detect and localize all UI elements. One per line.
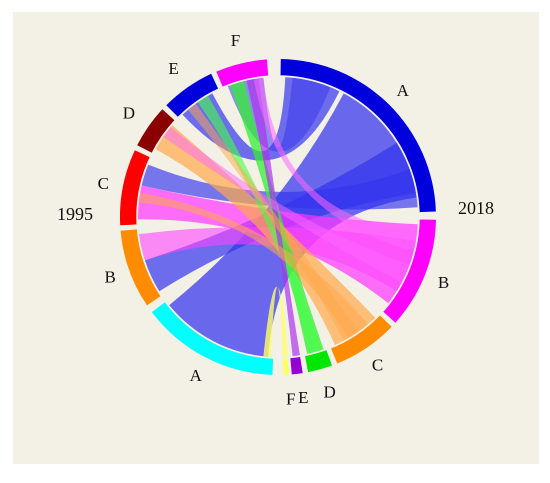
ribbon-1995-c-to-2018-a	[141, 164, 418, 210]
sector-arc-2018-e	[290, 356, 303, 375]
ribbon-1995-d-to-2018-b	[163, 127, 410, 283]
sector-label-2018-d: D	[324, 383, 336, 402]
ribbon-1995-e-to-2018-d	[197, 95, 322, 354]
group-label-2018: 2018	[458, 198, 494, 218]
sector-arc-1995-a	[151, 301, 274, 375]
chord-arcs	[119, 59, 436, 375]
sector-label-1995-d: D	[123, 104, 135, 123]
group-label-1995: 1995	[57, 204, 93, 224]
sector-arc-1995-e	[166, 73, 219, 118]
sector-label-1995-b: B	[105, 267, 116, 286]
inner-ring-edge	[136, 75, 420, 359]
sector-label-1995-e: E	[168, 59, 178, 78]
sector-arc-1995-c	[119, 150, 151, 226]
ribbon-1995-f-to-2018-b	[253, 77, 418, 251]
sector-arc-2018-f	[282, 357, 289, 375]
ribbon-1995-f-to-2018-e	[246, 78, 300, 357]
sector-label-2018-f: F	[286, 390, 295, 409]
sector-label-2018-b: B	[438, 273, 449, 292]
sector-arc-2018-a	[280, 59, 436, 213]
sector-arc-2018-d	[304, 349, 332, 373]
sector-arc-2018-c	[330, 314, 392, 364]
sector-label-2018-a: A	[397, 81, 410, 100]
chord-labels: A B C D E F A B C D E F 2018 1995	[57, 31, 494, 409]
sector-arc-1995-b	[120, 229, 162, 306]
sector-arc-1995-d	[137, 109, 175, 153]
sector-label-1995-f: F	[231, 31, 240, 50]
sector-arc-2018-b	[382, 219, 436, 323]
sector-label-2018-e: E	[298, 388, 308, 407]
sector-arc-1995-f	[216, 59, 269, 88]
chord-ribbons	[137, 77, 418, 357]
ribbon-1995-a-to-2018-f	[263, 286, 288, 357]
sector-label-2018-c: C	[372, 356, 383, 375]
sector-label-1995-c: C	[98, 174, 109, 193]
ribbon-1995-e-to-2018-c	[188, 103, 359, 341]
sector-label-1995-a: A	[190, 366, 203, 385]
